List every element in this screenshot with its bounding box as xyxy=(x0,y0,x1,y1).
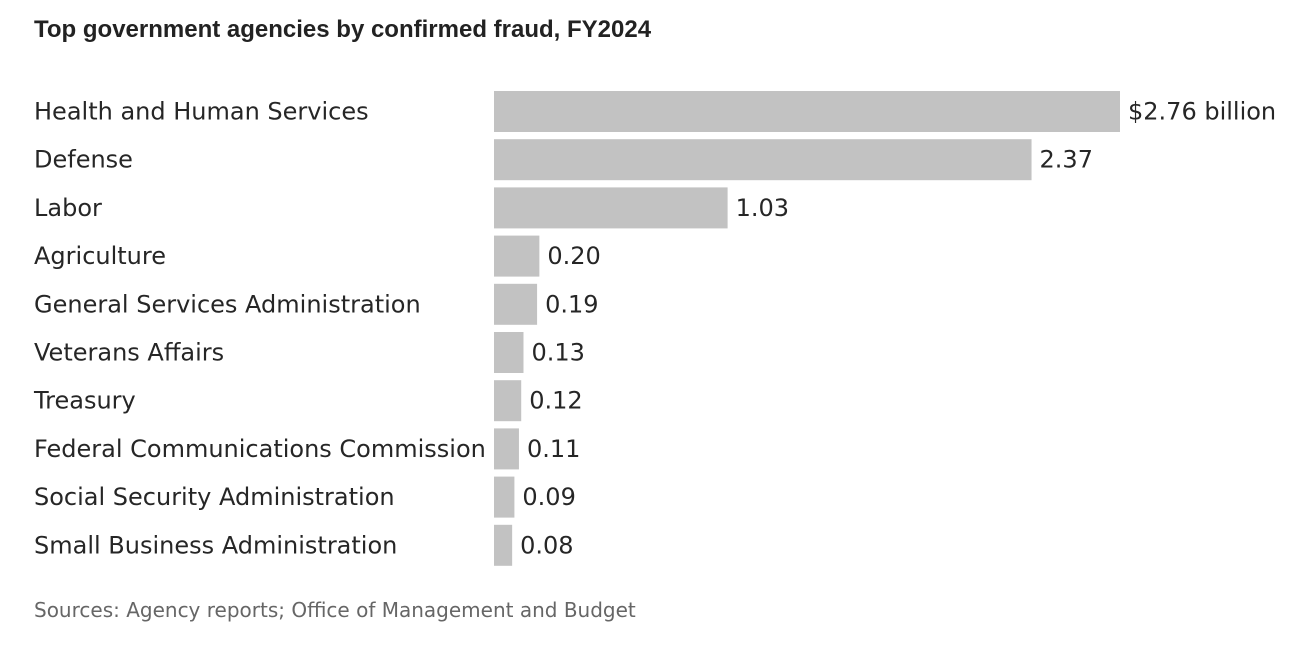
value-label: 0.08 xyxy=(520,531,573,559)
value-label: 0.11 xyxy=(527,435,580,463)
bar xyxy=(494,91,1120,132)
bar-chart: Health and Human Services $2.76 billion De… xyxy=(33,91,1276,566)
category-label: Defense xyxy=(34,146,133,174)
value-label: 0.12 xyxy=(529,387,582,415)
bar xyxy=(494,235,540,277)
value-label: 0.20 xyxy=(547,242,600,270)
value-label: 0.09 xyxy=(522,483,575,511)
category-label: Social Security Administration xyxy=(34,483,395,511)
bar xyxy=(494,283,538,325)
value-label: 1.03 xyxy=(736,194,789,222)
chart-title: Top government agencies by confirmed fra… xyxy=(34,16,652,43)
category-label: Small Business Administration xyxy=(34,531,397,559)
category-label: General Services Administration xyxy=(34,290,421,318)
bar xyxy=(494,332,524,373)
category-label: Treasury xyxy=(33,387,136,415)
category-label: Federal Communications Commission xyxy=(34,435,486,463)
category-label: Labor xyxy=(34,194,102,222)
bar xyxy=(494,524,513,566)
category-label: Agriculture xyxy=(34,242,166,270)
bar xyxy=(494,380,522,422)
source-note: Sources: Agency reports; Office of Manag… xyxy=(34,598,636,622)
bar xyxy=(494,476,515,518)
bar xyxy=(494,428,519,470)
value-label: 0.13 xyxy=(531,339,584,367)
category-label: Health and Human Services xyxy=(34,98,369,126)
value-label: 2.37 xyxy=(1040,146,1093,174)
value-label: $2.76 billion xyxy=(1128,98,1276,126)
value-label: 0.19 xyxy=(545,290,598,318)
bar xyxy=(494,139,1032,181)
bar xyxy=(494,187,728,229)
category-label: Veterans Affairs xyxy=(34,339,224,367)
